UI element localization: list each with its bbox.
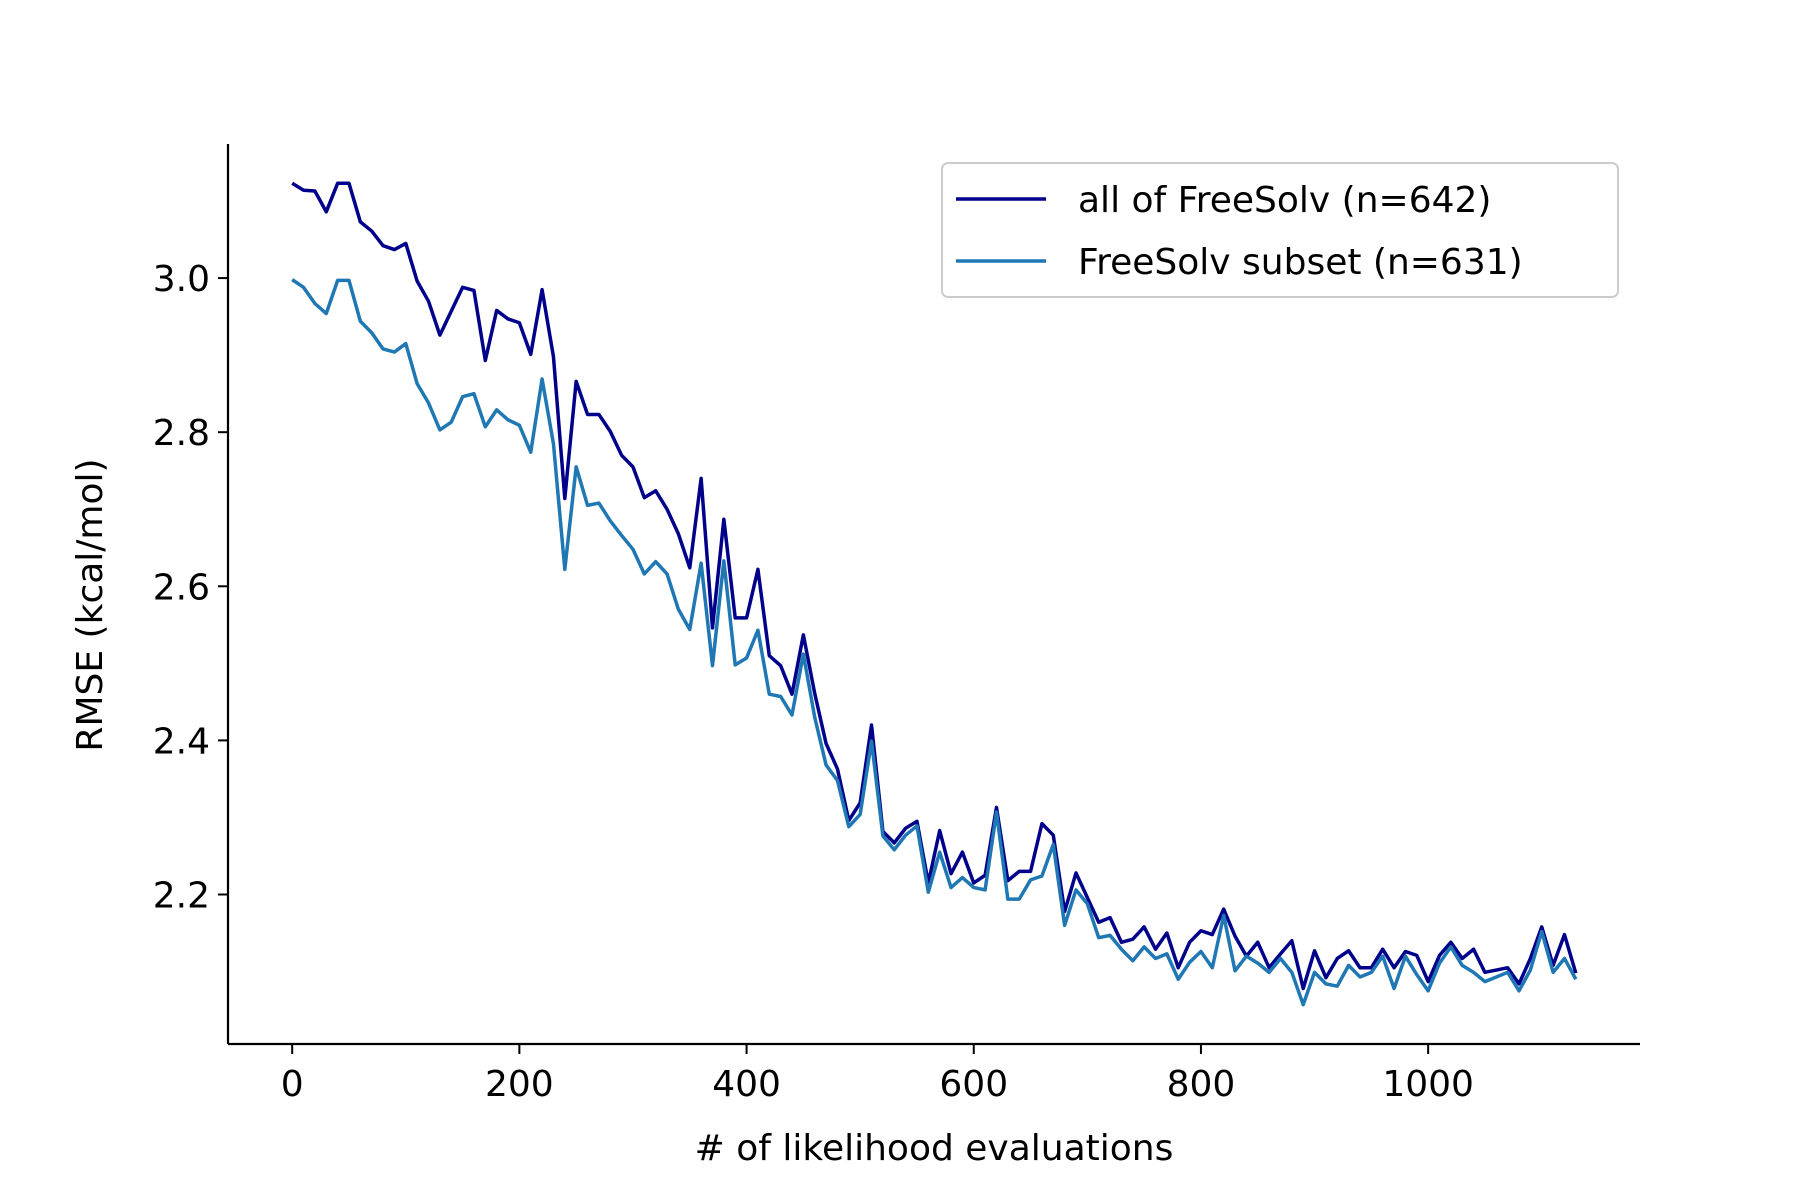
- legend-box: [941, 162, 1619, 298]
- x-tick-label: 400: [712, 1064, 781, 1105]
- y-tick-label: 2.6: [153, 567, 210, 608]
- y-axis-label: RMSE (kcal/mol): [70, 458, 111, 751]
- legend-label: all of FreeSolv (n=642): [1078, 180, 1491, 221]
- x-tick-label: 1000: [1382, 1064, 1474, 1105]
- series-line: [291, 278, 1578, 1007]
- x-axis-label: # of likelihood evaluations: [695, 1128, 1174, 1169]
- x-tick-label: 600: [939, 1064, 1008, 1105]
- x-tick-label: 0: [281, 1064, 304, 1105]
- x-tick-label: 800: [1167, 1064, 1236, 1105]
- y-tick-label: 2.4: [153, 721, 210, 762]
- y-tick-label: 2.8: [153, 413, 210, 454]
- legend: all of FreeSolv (n=642) FreeSolv subset (…: [941, 162, 1619, 298]
- x-tick-label: 200: [485, 1064, 554, 1105]
- y-tick-label: 2.2: [153, 876, 210, 917]
- legend-label: FreeSolv subset (n=631): [1078, 242, 1523, 283]
- y-tick-label: 3.0: [153, 259, 210, 300]
- series-line: [291, 181, 1578, 991]
